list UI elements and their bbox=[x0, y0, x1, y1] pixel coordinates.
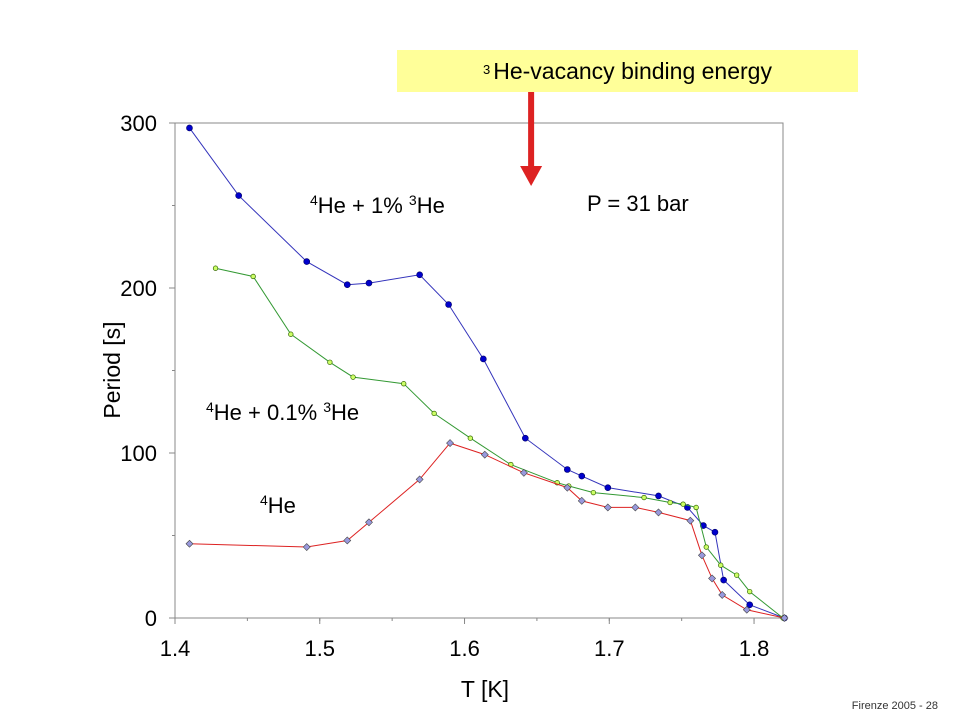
data-point bbox=[480, 355, 487, 363]
data-point bbox=[431, 410, 437, 417]
series-label-0: 4He + 1% 3He bbox=[310, 192, 445, 218]
x-tick-label: 1.4 bbox=[160, 636, 191, 661]
banner-superscript: 3 bbox=[483, 61, 491, 77]
banner-text: He-vacancy binding energy bbox=[493, 57, 772, 84]
data-point bbox=[631, 503, 640, 512]
series-layer bbox=[185, 124, 789, 622]
data-point bbox=[415, 475, 424, 484]
data-point bbox=[641, 494, 647, 501]
data-point bbox=[564, 466, 571, 473]
y-axis-ticks: 0 100 200 300 bbox=[120, 111, 175, 631]
data-point bbox=[747, 588, 753, 595]
slide-footer: Firenze 2005 - 28 bbox=[851, 700, 938, 712]
binding-energy-banner: 3 He-vacancy binding energy bbox=[397, 50, 858, 92]
data-point bbox=[522, 434, 529, 442]
y-tick-label: 100 bbox=[120, 441, 157, 466]
series-line bbox=[215, 267, 784, 619]
y-tick-label: 200 bbox=[120, 276, 157, 301]
data-point bbox=[577, 496, 586, 505]
data-point bbox=[480, 450, 489, 459]
data-point bbox=[780, 614, 789, 622]
pressure-annotation: P = 31 bar bbox=[587, 191, 689, 216]
data-point bbox=[401, 381, 407, 387]
series-label-2: 4He bbox=[260, 492, 296, 518]
arrow-head bbox=[520, 166, 543, 186]
data-point bbox=[698, 551, 706, 560]
series-label-1: 4He + 0.1% 3He bbox=[206, 399, 359, 425]
data-point bbox=[718, 590, 727, 599]
data-point bbox=[416, 271, 423, 279]
data-point bbox=[703, 544, 709, 550]
data-point bbox=[746, 601, 754, 609]
data-point bbox=[720, 576, 727, 584]
series-labels: 4He + 1% 3He 4He + 0.1% 3He 4He bbox=[206, 192, 445, 518]
series-line bbox=[189, 442, 785, 619]
series-1 bbox=[212, 265, 786, 621]
data-point bbox=[467, 435, 473, 441]
data-point bbox=[186, 124, 193, 132]
x-tick-label: 1.7 bbox=[594, 636, 625, 661]
data-point bbox=[365, 518, 373, 527]
plot-area bbox=[174, 122, 784, 619]
data-point bbox=[693, 504, 699, 511]
data-point bbox=[365, 279, 373, 287]
data-point bbox=[655, 492, 662, 500]
data-point bbox=[578, 472, 586, 480]
data-point bbox=[603, 503, 612, 512]
data-point bbox=[519, 468, 528, 477]
data-point bbox=[604, 484, 612, 491]
data-point bbox=[563, 483, 572, 492]
data-point bbox=[327, 359, 333, 365]
data-point bbox=[446, 439, 454, 448]
data-point bbox=[590, 489, 597, 496]
x-tick-label: 1.8 bbox=[739, 636, 770, 661]
data-point bbox=[445, 301, 452, 308]
y-tick-label: 0 bbox=[145, 606, 157, 631]
data-point bbox=[350, 374, 356, 380]
data-point bbox=[711, 528, 719, 536]
x-axis-label: T [K] bbox=[461, 676, 509, 702]
data-point bbox=[686, 516, 695, 525]
data-point bbox=[654, 508, 663, 517]
data-point bbox=[718, 562, 724, 568]
x-tick-label: 1.6 bbox=[449, 636, 480, 661]
data-point bbox=[343, 281, 351, 289]
arrow-shaft bbox=[528, 92, 535, 167]
data-point bbox=[185, 539, 194, 548]
data-point bbox=[212, 265, 219, 271]
data-point bbox=[235, 192, 242, 199]
y-tick-label: 300 bbox=[120, 111, 157, 136]
data-point bbox=[742, 605, 751, 614]
data-point bbox=[250, 273, 256, 280]
data-point bbox=[343, 536, 352, 545]
y-axis-label: Period [s] bbox=[99, 321, 125, 418]
series-2 bbox=[185, 439, 789, 622]
data-point bbox=[734, 572, 740, 578]
series-line bbox=[189, 127, 785, 619]
x-axis-ticks: 1.4 1.5 1.6 1.7 1.8 bbox=[160, 618, 770, 661]
binding-energy-arrow bbox=[520, 92, 543, 186]
data-point bbox=[680, 501, 686, 507]
data-point bbox=[302, 543, 311, 551]
x-tick-label: 1.5 bbox=[304, 636, 335, 661]
data-point bbox=[288, 331, 294, 337]
data-point bbox=[667, 499, 673, 506]
data-point bbox=[303, 258, 311, 265]
data-point bbox=[708, 574, 716, 583]
